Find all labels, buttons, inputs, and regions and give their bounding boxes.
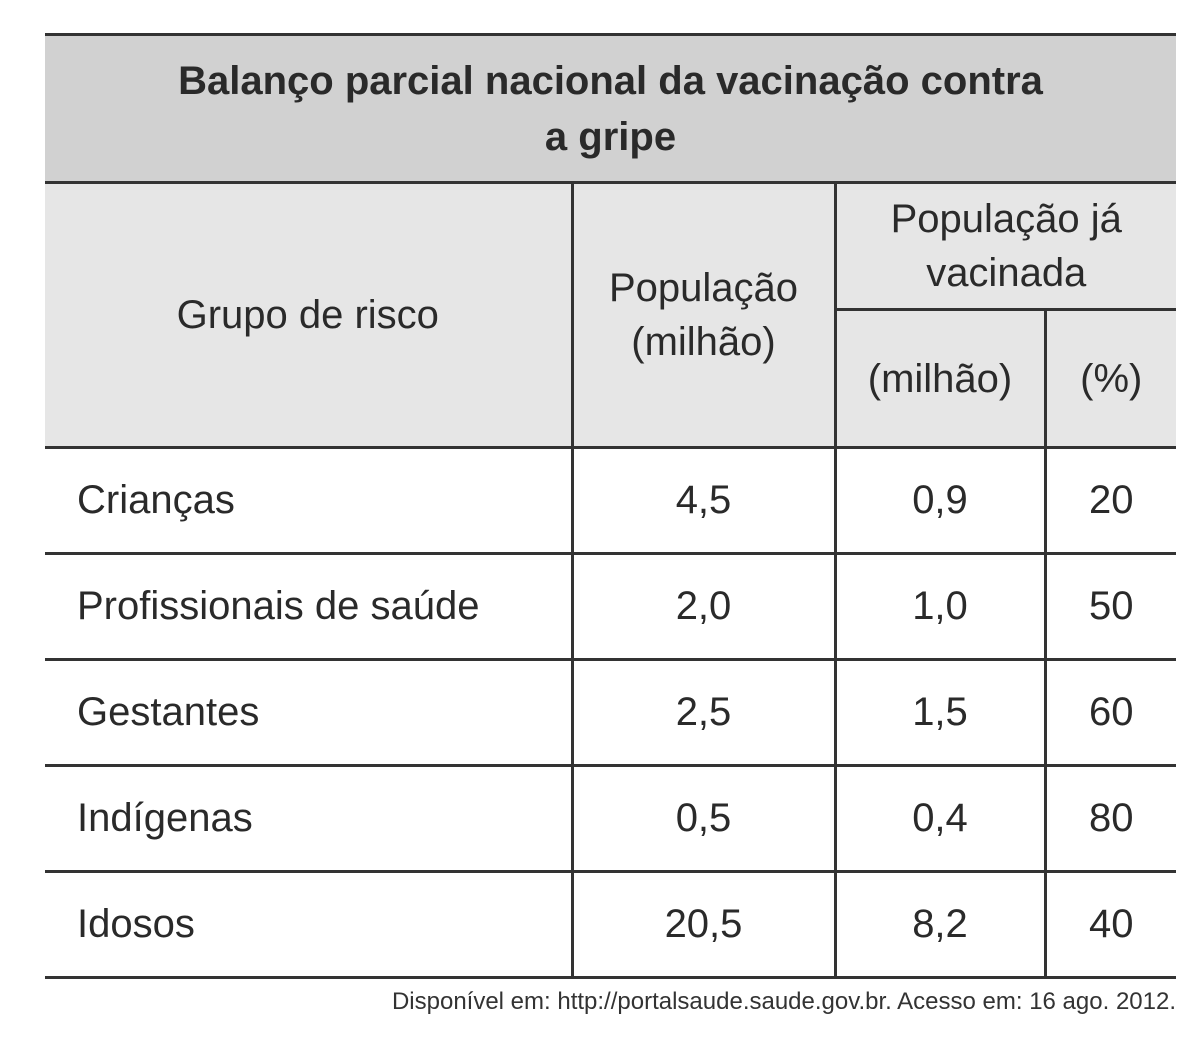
risk-group: Indígenas bbox=[45, 765, 572, 873]
vaccination-table: Balanço parcial nacional da vacinação co… bbox=[45, 33, 1176, 979]
table-body: Crianças 4,5 0,9 20 Profissionais de saúde 2,… bbox=[45, 447, 1176, 979]
table-row: Gestantes 2,5 1,5 60 bbox=[45, 659, 1176, 767]
vaccinated-percent: 80 bbox=[1043, 765, 1176, 873]
vaccinated-million: 0,4 bbox=[833, 765, 1045, 873]
population: 20,5 bbox=[570, 871, 835, 979]
risk-group: Crianças bbox=[45, 447, 572, 555]
header-population: População (milhão) bbox=[570, 182, 835, 449]
population: 2,0 bbox=[570, 553, 835, 661]
vaccinated-percent: 50 bbox=[1043, 553, 1176, 661]
table-row: Profissionais de saúde 2,0 1,0 50 bbox=[45, 553, 1176, 661]
vaccinated-million: 0,9 bbox=[833, 447, 1045, 555]
source-note: Disponível em: http://portalsaude.saude.… bbox=[391, 988, 1176, 1015]
vaccinated-million: 8,2 bbox=[833, 871, 1045, 979]
vaccinated-percent: 20 bbox=[1043, 447, 1176, 555]
vaccinated-percent: 40 bbox=[1043, 871, 1176, 979]
population: 0,5 bbox=[570, 765, 835, 873]
risk-group: Profissionais de saúde bbox=[45, 553, 572, 661]
header-vaccinated: População já vacinada bbox=[833, 182, 1176, 311]
header-vaccinated-percent: (%) bbox=[1043, 309, 1176, 449]
vaccinated-percent: 60 bbox=[1043, 659, 1176, 767]
header-group: Grupo de risco bbox=[45, 182, 572, 449]
population: 2,5 bbox=[570, 659, 835, 767]
risk-group: Idosos bbox=[45, 871, 572, 979]
table-row: Crianças 4,5 0,9 20 bbox=[45, 447, 1176, 555]
vaccinated-million: 1,0 bbox=[833, 553, 1045, 661]
risk-group: Gestantes bbox=[45, 659, 572, 767]
population: 4,5 bbox=[570, 447, 835, 555]
table-container: Balanço parcial nacional da vacinação co… bbox=[45, 33, 1176, 979]
title-text: Balanço parcial nacional da vacinação co… bbox=[178, 58, 1043, 159]
table-row: Idosos 20,5 8,2 40 bbox=[45, 871, 1176, 979]
table-row: Indígenas 0,5 0,4 80 bbox=[45, 765, 1176, 873]
table-title: Balanço parcial nacional da vacinação co… bbox=[45, 33, 1176, 184]
vaccinated-million: 1,5 bbox=[833, 659, 1045, 767]
header-vaccinated-million: (milhão) bbox=[833, 309, 1045, 449]
